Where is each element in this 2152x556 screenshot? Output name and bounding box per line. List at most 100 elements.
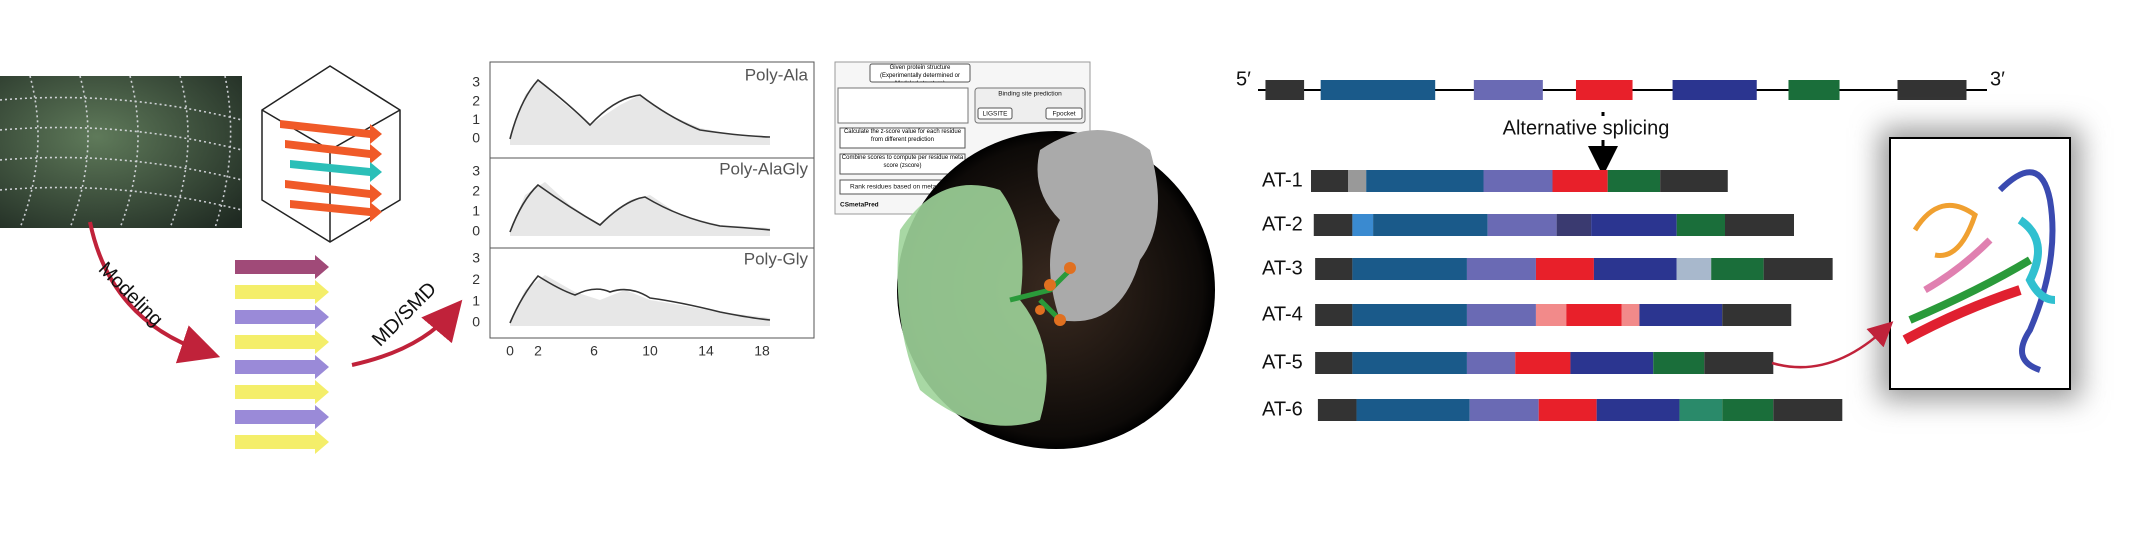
exon xyxy=(1466,352,1516,374)
exon xyxy=(1773,399,1843,421)
exon xyxy=(1373,214,1488,236)
isoform-label: AT-2 xyxy=(1262,213,1303,235)
flow-step: Combine scores to compute per residue me… xyxy=(841,155,964,169)
y-tick-label: 0 xyxy=(472,223,480,239)
exon xyxy=(1466,304,1536,326)
exon xyxy=(1676,258,1712,280)
isoform-label: AT-3 xyxy=(1262,257,1303,279)
exon xyxy=(1596,399,1680,421)
exon xyxy=(1711,258,1764,280)
exon xyxy=(1352,352,1467,374)
exon xyxy=(1566,304,1622,326)
x-tick-label: 6 xyxy=(590,343,598,359)
exon xyxy=(1348,170,1367,192)
flow-text: CSmetaPred xyxy=(840,202,879,209)
exon xyxy=(1722,304,1792,326)
protein-render xyxy=(1880,128,2080,400)
y-tick-label: 2 xyxy=(472,183,480,199)
panel-title: Poly-Ala xyxy=(745,65,809,84)
exon xyxy=(1352,304,1467,326)
exon xyxy=(1722,399,1774,421)
exon xyxy=(1676,214,1725,236)
x-tick-label: 2 xyxy=(534,343,542,359)
exon xyxy=(1466,258,1536,280)
exon xyxy=(1639,304,1723,326)
flow-text: Rank residues based on meta score xyxy=(850,184,954,191)
exon xyxy=(1483,170,1553,192)
x-tick-label: 10 xyxy=(642,343,658,359)
splicing-diagram: 5′ 3′ Alternative splicing AT-1 AT-2 AT-3 A… xyxy=(1236,68,2005,421)
exon xyxy=(1535,304,1567,326)
exon xyxy=(1591,214,1677,236)
exon xyxy=(1320,80,1436,100)
flow-text: Fpocket xyxy=(1052,111,1075,118)
panel-title: Poly-Gly xyxy=(744,249,809,268)
exon xyxy=(1315,258,1353,280)
md-arrow xyxy=(351,299,463,367)
prime-label: 5′ xyxy=(1236,68,1251,90)
y-tick-label: 0 xyxy=(472,314,480,330)
prime-label: 3′ xyxy=(1990,68,2005,90)
y-tick-label: 1 xyxy=(472,111,480,127)
panel-title: Poly-AlaGly xyxy=(719,159,808,178)
exon xyxy=(1487,214,1557,236)
exon xyxy=(1607,170,1661,192)
x-tick-label: 0 xyxy=(506,343,514,359)
cube-strands xyxy=(280,120,382,222)
exon xyxy=(1515,352,1571,374)
x-tick-label: 18 xyxy=(754,343,770,359)
exon xyxy=(1315,352,1353,374)
pocket-render xyxy=(897,130,1215,449)
web-photo xyxy=(0,75,243,229)
exon xyxy=(1679,399,1723,421)
y-tick-label: 3 xyxy=(472,163,480,179)
flow-text: LIGSITE xyxy=(983,111,1009,118)
exon xyxy=(1535,258,1594,280)
isoform-label: AT-6 xyxy=(1262,398,1303,420)
flow-text: Binding site prediction xyxy=(998,91,1062,98)
flow-step: Calculate the z-score value for each res… xyxy=(843,129,962,143)
arrow-label: MD/SMD xyxy=(368,278,441,351)
exon xyxy=(1473,80,1543,100)
exon xyxy=(1704,352,1774,374)
exon xyxy=(1570,352,1654,374)
exon xyxy=(1788,80,1840,100)
isoform-arrow xyxy=(1771,321,1894,369)
exon xyxy=(1317,399,1357,421)
exon xyxy=(1621,304,1640,326)
isoform-label: AT-5 xyxy=(1262,351,1303,373)
exon xyxy=(1315,304,1353,326)
exon xyxy=(1538,399,1597,421)
exon xyxy=(1352,258,1467,280)
x-tick-label: 14 xyxy=(698,343,714,359)
y-tick-label: 2 xyxy=(472,271,480,287)
force-plot: Poly-Ala 0 1 2 3 Poly-AlaGly 0 1 2 3 Poly-Gly 0 1 2 3 0… xyxy=(472,61,815,359)
exon xyxy=(1556,214,1592,236)
exon xyxy=(1897,80,1967,100)
modeling-arrow xyxy=(88,221,221,364)
exon xyxy=(1725,214,1794,236)
exon xyxy=(1356,399,1470,421)
exon xyxy=(1313,214,1353,236)
sheet-stack xyxy=(235,255,329,454)
isoform-label: AT-4 xyxy=(1262,303,1303,325)
exon xyxy=(1653,352,1705,374)
exon xyxy=(1552,170,1608,192)
y-tick-label: 3 xyxy=(472,250,480,266)
exon xyxy=(1763,258,1833,280)
exon xyxy=(1265,80,1305,100)
exon xyxy=(1469,399,1539,421)
exon xyxy=(1660,170,1728,192)
exon xyxy=(1593,258,1677,280)
y-tick-label: 1 xyxy=(472,203,480,219)
exon xyxy=(1311,170,1349,192)
exon xyxy=(1366,170,1484,192)
y-tick-label: 1 xyxy=(472,292,480,308)
y-tick-label: 3 xyxy=(472,74,480,90)
arrow-label: Modeling xyxy=(94,258,167,331)
exon xyxy=(1672,80,1757,100)
exon xyxy=(1352,214,1374,236)
splicing-label: Alternative splicing xyxy=(1503,117,1670,139)
